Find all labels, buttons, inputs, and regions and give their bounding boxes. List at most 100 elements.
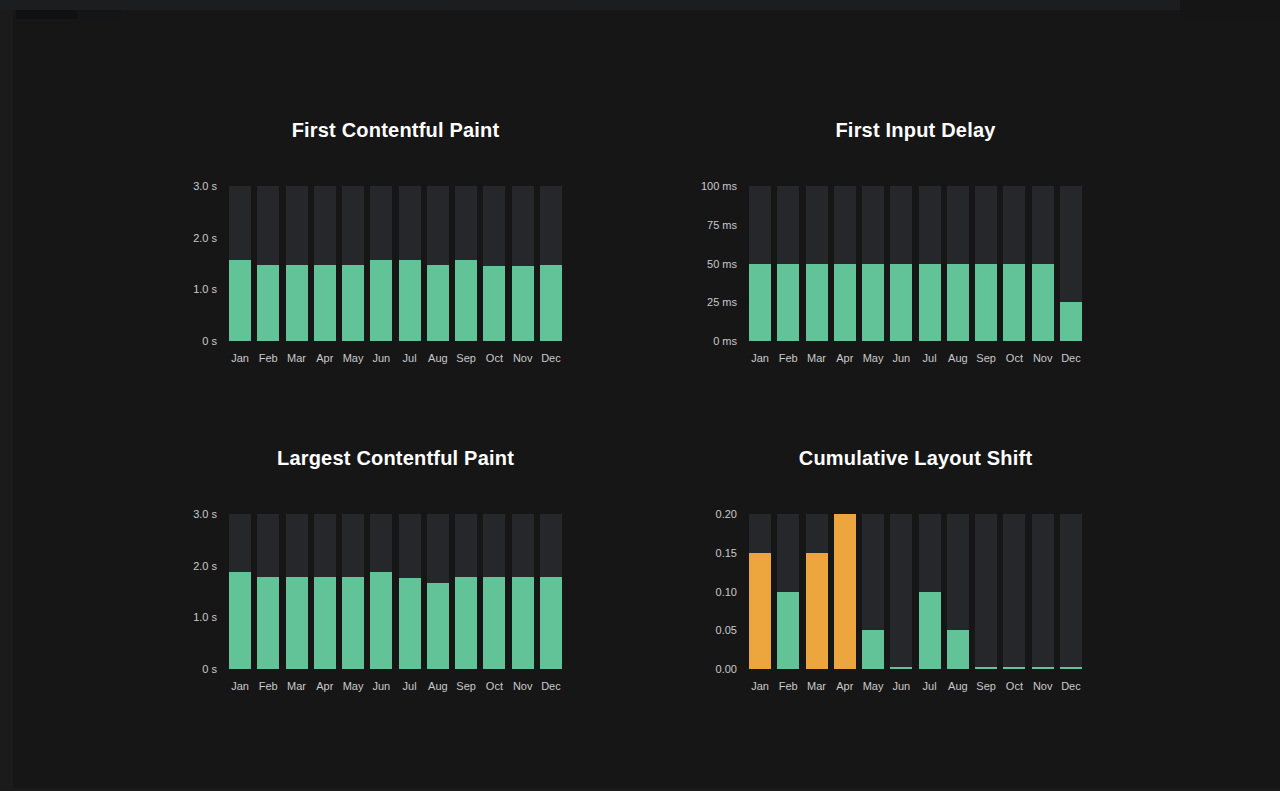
bar-fill	[342, 265, 364, 341]
bar-jun[interactable]	[890, 186, 912, 341]
bar-dec[interactable]	[1060, 514, 1082, 669]
bar-fill	[1060, 667, 1082, 669]
bar-fill	[834, 264, 856, 342]
bar-fill	[919, 264, 941, 342]
y-tick-label: 0.00	[716, 664, 737, 675]
bar-fill	[427, 583, 449, 669]
bars-area	[749, 186, 1082, 341]
bars-area	[229, 514, 562, 669]
bar-jan[interactable]	[749, 514, 771, 669]
bar-mar[interactable]	[806, 514, 828, 669]
bar-jan[interactable]	[229, 514, 251, 669]
bar-aug[interactable]	[427, 514, 449, 669]
bar-feb[interactable]	[257, 514, 279, 669]
bar-aug[interactable]	[947, 514, 969, 669]
x-tick-label: Aug	[427, 680, 449, 694]
bar-may[interactable]	[342, 514, 364, 669]
x-tick-label: Oct	[1003, 352, 1025, 366]
bar-fill	[806, 553, 828, 669]
y-tick-label: 0.05	[716, 625, 737, 636]
bar-oct[interactable]	[1003, 514, 1025, 669]
y-tick-label: 50 ms	[707, 258, 737, 269]
bar-fill	[342, 577, 364, 669]
x-tick-label: Aug	[427, 352, 449, 366]
bar-fill	[1060, 302, 1082, 341]
x-tick-label: Aug	[947, 352, 969, 366]
bar-sep[interactable]	[975, 514, 997, 669]
bar-fill	[257, 265, 279, 341]
bar-fill	[399, 260, 421, 341]
bar-fill	[862, 630, 884, 669]
x-axis: JanFebMarAprMayJunJulAugSepOctNovDec	[749, 680, 1082, 694]
bar-may[interactable]	[342, 186, 364, 341]
bar-jul[interactable]	[399, 186, 421, 341]
bar-oct[interactable]	[483, 514, 505, 669]
bar-nov[interactable]	[1032, 186, 1054, 341]
x-tick-label: May	[862, 680, 884, 694]
bar-may[interactable]	[862, 514, 884, 669]
bar-sep[interactable]	[455, 514, 477, 669]
bar-fill	[257, 577, 279, 669]
bar-jan[interactable]	[229, 186, 251, 341]
x-tick-label: Mar	[806, 680, 828, 694]
bar-may[interactable]	[862, 186, 884, 341]
y-axis: 0 s1.0 s2.0 s3.0 s	[172, 514, 217, 669]
bar-mar[interactable]	[286, 514, 308, 669]
bar-aug[interactable]	[947, 186, 969, 341]
bar-aug[interactable]	[427, 186, 449, 341]
bars-area	[229, 186, 562, 341]
x-tick-label: Jan	[749, 352, 771, 366]
bar-sep[interactable]	[455, 186, 477, 341]
bar-dec[interactable]	[1060, 186, 1082, 341]
bar-sep[interactable]	[975, 186, 997, 341]
bar-dec[interactable]	[540, 186, 562, 341]
bar-nov[interactable]	[512, 514, 534, 669]
x-tick-label: Dec	[540, 352, 562, 366]
dimmed-tab-shape	[78, 10, 121, 19]
bar-apr[interactable]	[834, 514, 856, 669]
x-tick-label: Jul	[399, 680, 421, 694]
bar-fill	[370, 260, 392, 341]
x-tick-label: May	[862, 352, 884, 366]
bar-jul[interactable]	[919, 514, 941, 669]
y-tick-label: 0 s	[202, 336, 217, 347]
bar-apr[interactable]	[834, 186, 856, 341]
y-tick-label: 2.0 s	[193, 560, 217, 571]
y-tick-label: 0.15	[716, 547, 737, 558]
bar-feb[interactable]	[257, 186, 279, 341]
bar-fill	[286, 577, 308, 669]
y-axis: 0 s1.0 s2.0 s3.0 s	[172, 186, 217, 341]
bar-dec[interactable]	[540, 514, 562, 669]
bar-mar[interactable]	[286, 186, 308, 341]
chart-title: Cumulative Layout Shift	[749, 446, 1082, 470]
bar-apr[interactable]	[314, 514, 336, 669]
x-tick-label: Mar	[286, 352, 308, 366]
bar-fill	[749, 264, 771, 342]
bar-jun[interactable]	[370, 186, 392, 341]
bar-jan[interactable]	[749, 186, 771, 341]
x-tick-label: Mar	[806, 352, 828, 366]
chart-title: First Input Delay	[749, 118, 1082, 142]
bar-nov[interactable]	[512, 186, 534, 341]
bar-fill	[1032, 264, 1054, 342]
bar-fill	[947, 264, 969, 342]
x-tick-label: Jul	[919, 352, 941, 366]
x-tick-label: Apr	[834, 352, 856, 366]
x-tick-label: Jun	[370, 352, 392, 366]
bar-jun[interactable]	[890, 514, 912, 669]
bar-nov[interactable]	[1032, 514, 1054, 669]
y-tick-label: 2.0 s	[193, 232, 217, 243]
bar-jul[interactable]	[919, 186, 941, 341]
bar-oct[interactable]	[483, 186, 505, 341]
bar-oct[interactable]	[1003, 186, 1025, 341]
bar-feb[interactable]	[777, 514, 799, 669]
bar-fill	[975, 264, 997, 342]
bar-apr[interactable]	[314, 186, 336, 341]
bar-mar[interactable]	[806, 186, 828, 341]
bar-feb[interactable]	[777, 186, 799, 341]
bar-jun[interactable]	[370, 514, 392, 669]
x-tick-label: Sep	[975, 680, 997, 694]
bar-jul[interactable]	[399, 514, 421, 669]
x-axis: JanFebMarAprMayJunJulAugSepOctNovDec	[749, 352, 1082, 366]
bar-fill	[229, 260, 251, 341]
